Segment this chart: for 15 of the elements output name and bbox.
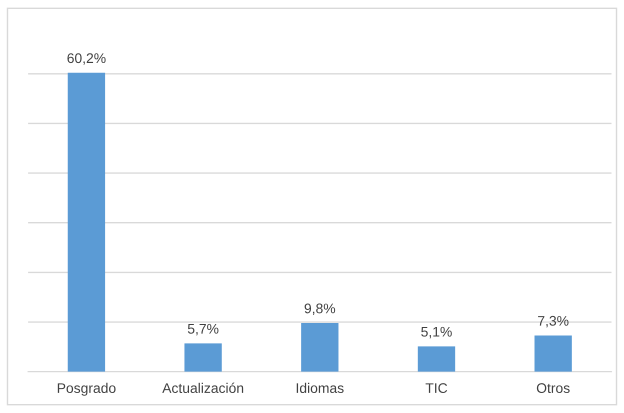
x-tick-label: Otros [536, 383, 570, 394]
data-label: 5,7% [188, 324, 218, 336]
bar [301, 323, 338, 372]
data-label: 60,2% [67, 53, 106, 65]
x-tick-label: Posgrado [58, 382, 116, 396]
bar [68, 72, 106, 372]
data-label: 9,8% [304, 304, 336, 315]
x-tick-label: Actualización [162, 382, 244, 394]
bar [418, 346, 456, 372]
data-label: 7,3% [538, 316, 569, 328]
x-tick-label: TIC [426, 383, 448, 394]
data-label: 5,1% [421, 326, 452, 338]
bar [534, 335, 572, 372]
bar [184, 343, 222, 372]
x-tick-label: Idiomas [296, 382, 344, 394]
